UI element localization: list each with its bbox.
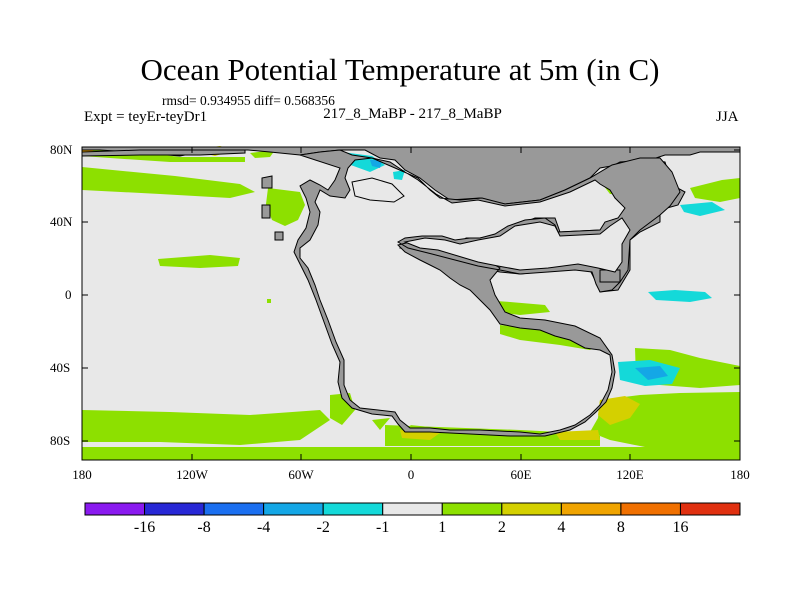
y-tick-label: 40S [50, 360, 71, 375]
y-tick-label: 40N [50, 214, 73, 229]
colorbar-label: -16 [133, 519, 156, 536]
colorbar-swatch [203, 502, 265, 516]
colorbar-swatch [679, 502, 741, 516]
inland-seas [351, 177, 631, 273]
season-label: JJA [716, 109, 739, 125]
map-title: Ocean Potential Temperature at 5m (in C) [140, 52, 660, 87]
colorbar-swatch [501, 502, 562, 516]
anomaly-cool-mid [370, 160, 668, 380]
x-tick-label: 120E [616, 467, 644, 482]
colorbar-swatch [263, 502, 324, 516]
x-tick-label: 60W [288, 467, 314, 482]
colorbar-label: 16 [672, 519, 689, 536]
colorbar-label: -1 [376, 519, 390, 536]
colorbar-swatch [84, 502, 146, 516]
colorbar-label: 8 [616, 519, 625, 536]
comparison-label: 217_8_MaBP - 217_8_MaBP [323, 106, 502, 122]
x-tick-label: 120W [176, 467, 208, 482]
colorbar-swatch [441, 502, 503, 516]
experiment-label: Expt = teyEr-teyDr1 [84, 109, 208, 125]
x-tick-label: 180 [730, 467, 750, 482]
colorbar-swatch [560, 502, 622, 516]
colorbar-label: 2 [497, 519, 506, 536]
y-tick-label: 80N [50, 142, 73, 157]
x-tick-label: 0 [407, 467, 415, 482]
x-tick-label: 180 [72, 467, 92, 482]
y-tick-label: 0 [65, 287, 72, 302]
colorbar-swatch [144, 502, 205, 516]
axis-ticks [81, 147, 741, 460]
colorbar-label: 1 [438, 519, 447, 536]
colorbar-label: 4 [557, 519, 566, 536]
colorbar-label: -2 [316, 519, 330, 536]
colorbar-label: -4 [256, 519, 271, 536]
stats-line: rmsd= 0.934955 diff= 0.568356 [162, 93, 335, 108]
x-tick-label: 60E [510, 467, 532, 482]
y-tick-label: 80S [50, 433, 71, 448]
colorbar-swatch [620, 502, 681, 516]
colorbar-swatch [322, 502, 384, 516]
colorbar-label: -8 [197, 519, 211, 536]
colorbar-swatch [382, 502, 443, 516]
colorbar [84, 502, 741, 516]
